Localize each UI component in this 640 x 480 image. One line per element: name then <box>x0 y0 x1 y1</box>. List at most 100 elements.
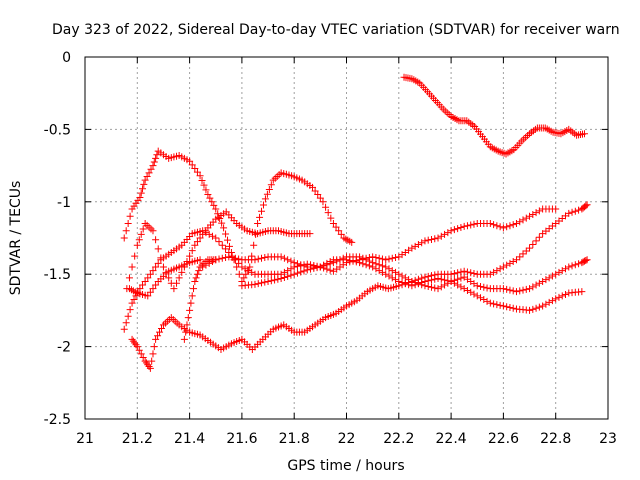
data-point <box>565 209 573 217</box>
data-point <box>261 195 269 203</box>
data-point <box>293 260 301 268</box>
data-point <box>145 363 153 371</box>
y-ticks: 0 -0.5 -1 -1.5 -2 -2.5 <box>44 50 608 428</box>
data-point <box>486 220 494 228</box>
data-point <box>178 268 186 276</box>
data-point <box>463 222 471 230</box>
data-point <box>454 269 462 277</box>
data-point <box>204 191 212 199</box>
data-point <box>398 279 406 287</box>
data-point <box>545 274 553 282</box>
data-point <box>254 255 262 263</box>
data-point <box>126 212 134 220</box>
data-point <box>457 283 465 291</box>
data-point <box>152 263 160 271</box>
data-point <box>499 285 507 293</box>
data-point <box>424 277 432 285</box>
x-tick-label: 21 <box>76 431 94 447</box>
data-point <box>215 238 223 246</box>
data-point <box>136 193 144 201</box>
data-point <box>503 285 511 293</box>
data-point <box>300 267 308 275</box>
data-point <box>165 274 173 282</box>
data-point <box>337 230 345 238</box>
data-point <box>496 301 504 309</box>
data-point <box>146 270 154 278</box>
data-point <box>193 168 201 176</box>
data-point <box>152 154 160 162</box>
data-point <box>280 254 288 262</box>
x-tick-label: 21.6 <box>226 431 257 447</box>
data-point <box>297 268 305 276</box>
data-point <box>522 285 530 293</box>
data-point <box>290 270 298 278</box>
data-point <box>349 257 357 265</box>
data-point <box>447 227 455 235</box>
data-point <box>516 218 524 226</box>
data-point <box>122 227 130 235</box>
data-point <box>327 214 335 222</box>
data-point <box>149 162 157 170</box>
data-point <box>516 253 524 261</box>
data-point <box>141 176 149 184</box>
data-point <box>539 302 547 310</box>
data-point <box>146 364 154 372</box>
series-track-8 <box>180 256 220 343</box>
data-point <box>473 282 481 290</box>
y-tick-label: -2 <box>57 340 71 356</box>
data-point <box>437 275 445 283</box>
data-point <box>277 275 285 283</box>
data-point <box>222 230 230 238</box>
data-point <box>139 225 147 233</box>
y-tick-label: -1.5 <box>44 267 71 283</box>
data-point <box>411 281 419 289</box>
data-point <box>323 259 331 267</box>
data-point <box>362 261 370 269</box>
x-tick-label: 22 <box>338 431 356 447</box>
data-point <box>199 227 207 235</box>
data-point <box>258 254 266 262</box>
data-point <box>212 256 220 264</box>
data-point <box>316 194 324 202</box>
data-point <box>150 158 158 166</box>
data-point <box>545 298 553 306</box>
data-point <box>388 267 396 275</box>
data-point <box>486 270 494 278</box>
data-point <box>575 260 583 268</box>
series-track-5 <box>128 201 591 372</box>
data-point <box>503 261 511 269</box>
data-point <box>486 299 494 307</box>
y-tick-label: -2.5 <box>44 412 71 428</box>
data-point <box>149 285 157 293</box>
data-point <box>535 207 543 215</box>
data-point <box>240 274 248 282</box>
data-point <box>552 295 560 303</box>
data-point <box>191 277 199 285</box>
data-point <box>411 242 419 250</box>
data-point <box>183 321 191 329</box>
data-point <box>470 269 478 277</box>
data-point <box>418 239 426 247</box>
data-point <box>267 277 275 285</box>
y-tick-label: -1 <box>57 195 71 211</box>
data-point <box>499 224 507 232</box>
data-point <box>421 237 429 245</box>
data-point <box>126 306 134 314</box>
data-point <box>214 210 222 218</box>
data-point <box>193 238 201 246</box>
data-point <box>503 223 511 231</box>
data-point <box>259 201 267 209</box>
series-track-1 <box>400 73 588 158</box>
data-point <box>133 241 141 249</box>
data-point <box>224 236 232 244</box>
data-point <box>122 319 130 327</box>
data-point <box>280 273 288 281</box>
data-point <box>378 268 386 276</box>
data-point <box>542 276 550 284</box>
data-point <box>372 254 380 262</box>
data-point <box>192 274 200 282</box>
data-point <box>382 256 390 264</box>
data-point <box>414 241 422 249</box>
data-point <box>437 232 445 240</box>
